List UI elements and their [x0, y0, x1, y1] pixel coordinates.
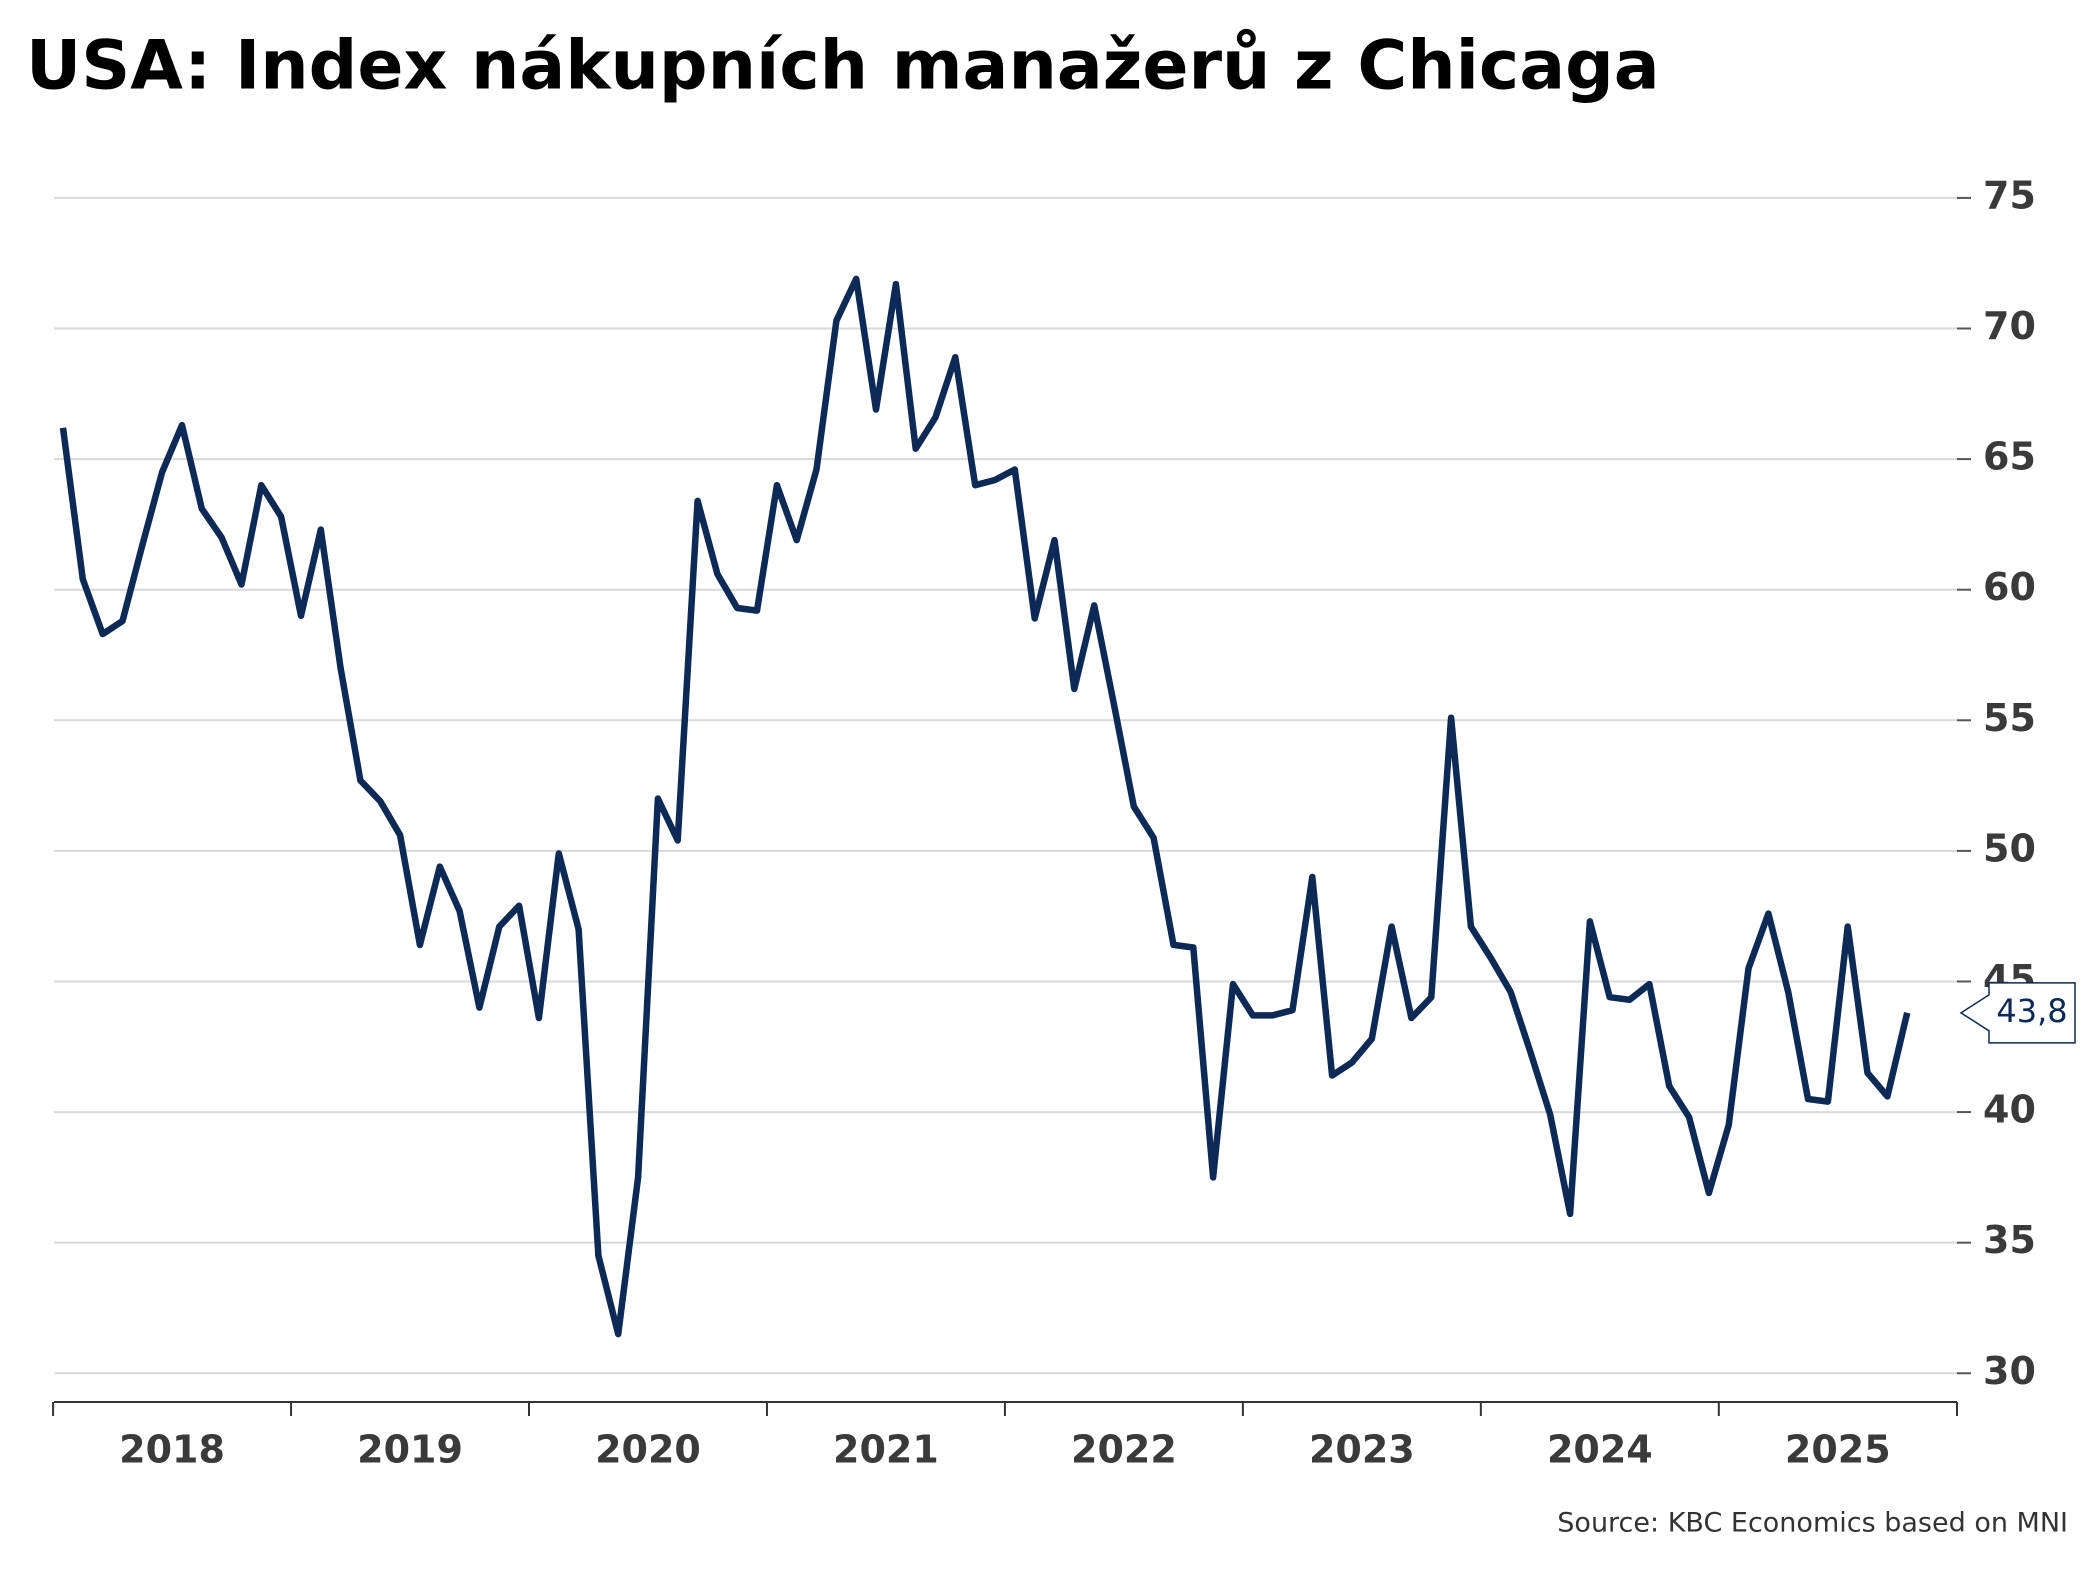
y-tick-label: 35 — [1983, 1218, 2036, 1262]
x-tick-label: 2023 — [1309, 1428, 1415, 1472]
x-tick-label: 2022 — [1071, 1428, 1177, 1472]
x-tick-label: 2025 — [1785, 1428, 1891, 1472]
source-note: Source: KBC Economics based on MNI — [1557, 1508, 2068, 1539]
value-label: 43,8 — [1996, 992, 2067, 1030]
y-tick-label: 75 — [1983, 173, 2036, 217]
y-tick-label: 65 — [1983, 435, 2036, 479]
x-tick-label: 2019 — [357, 1428, 463, 1472]
y-tick-label: 70 — [1983, 304, 2036, 348]
y-tick-label: 60 — [1983, 565, 2036, 609]
y-tick-label: 55 — [1983, 696, 2036, 740]
y-tick-label: 40 — [1983, 1088, 2036, 1132]
x-tick-label: 2018 — [119, 1428, 225, 1472]
x-tick-label: 2020 — [595, 1428, 701, 1472]
y-tick-label: 50 — [1983, 826, 2036, 870]
x-tick-label: 2021 — [833, 1428, 939, 1472]
value-callout — [1959, 982, 2076, 1044]
x-tick-label: 2024 — [1547, 1428, 1653, 1472]
chart-title: USA: Index nákupních manažerů z Chicaga — [26, 27, 1660, 106]
data-line — [59, 275, 1911, 1338]
y-tick-label: 30 — [1983, 1349, 2036, 1393]
